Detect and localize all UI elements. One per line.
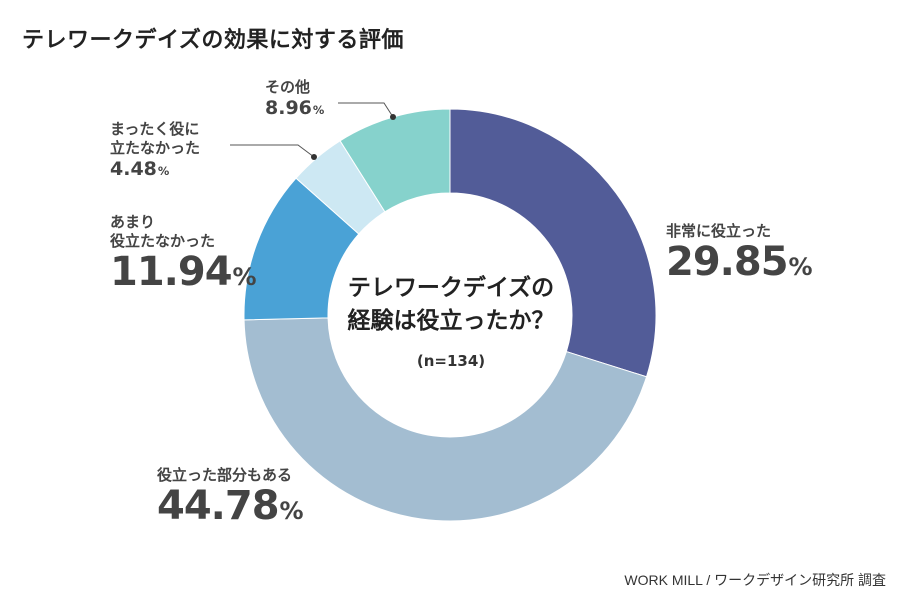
label-very-useful: 非常に役立った 29.85% (666, 222, 813, 285)
label-other-name: その他 (265, 78, 311, 96)
label-partly-useful: 役立った部分もある 44.78% (157, 466, 304, 529)
label-very-useful-name: 非常に役立った (666, 222, 772, 240)
label-other-value: 8.96% (265, 96, 325, 119)
center-question: テレワークデイズの 経験は役立ったか？ (316, 272, 586, 339)
leader-line-not-useful-at-all (230, 144, 315, 158)
label-not-useful-at-all-name2: 立たなかった (110, 138, 201, 157)
leader-dot-other (390, 114, 396, 120)
label-not-very-useful-name1: あまり (110, 213, 156, 231)
chart-title: テレワークデイズの効果に対する評価 (22, 28, 404, 53)
label-not-useful-at-all-name1: まったく役に (110, 120, 200, 138)
label-not-very-useful-value: 11.94% (110, 248, 257, 295)
label-not-very-useful: あまり 役立たなかった 11.94% (110, 213, 257, 295)
label-partly-useful-value: 44.78% (157, 482, 304, 529)
label-partly-useful-name: 役立った部分もある (157, 466, 293, 484)
label-other: その他 8.96% (265, 78, 324, 121)
slice-other (339, 108, 451, 213)
slice-partly-useful (243, 317, 648, 522)
center-question-line1: テレワークデイズの (347, 275, 555, 301)
sample-size: (n=134) (416, 352, 486, 370)
label-not-very-useful-name2: 役立たなかった (110, 231, 216, 250)
label-not-useful-at-all-value: 4.48% (110, 157, 170, 180)
leader-line-other (338, 102, 394, 118)
center-question-line2: 経験は役立ったか？ (347, 308, 555, 335)
leader-dot-not-useful-at-all (311, 154, 317, 160)
label-not-useful-at-all: まったく役に 立たなかった 4.48% (110, 120, 200, 181)
slice-very-useful (449, 108, 657, 378)
source-credit: WORK MILL / ワークデザイン研究所 調査 (624, 572, 886, 588)
label-very-useful-value: 29.85% (666, 238, 813, 285)
